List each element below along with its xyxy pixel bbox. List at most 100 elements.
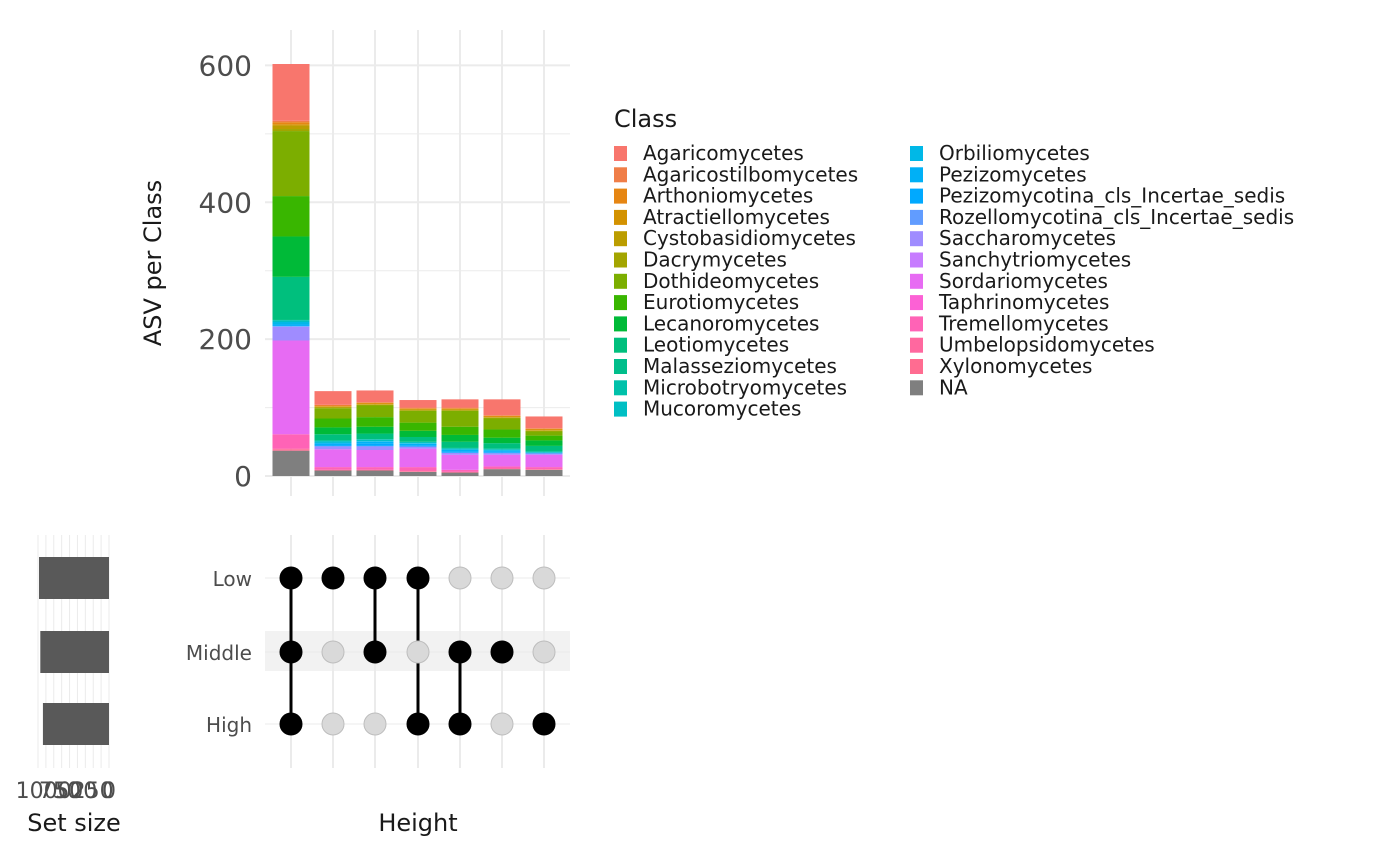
bar-segment	[525, 440, 563, 446]
legend-swatch	[910, 337, 923, 353]
bar-segment	[314, 406, 352, 408]
bar-segment	[483, 415, 521, 416]
bar-segment	[483, 417, 521, 419]
bar-segment	[441, 472, 479, 476]
set-size-bar	[40, 631, 109, 673]
legend-swatch	[614, 295, 627, 311]
legend-entry: Agaricomycetes	[643, 141, 804, 165]
bar-segment	[314, 406, 352, 407]
bar-segment	[441, 449, 479, 450]
bar-segment	[441, 410, 479, 427]
bar-segment	[314, 407, 352, 409]
y-tick-label: 600	[199, 49, 252, 82]
bar-segment	[483, 453, 521, 455]
bar-segment	[399, 446, 437, 449]
bar-segment	[441, 451, 479, 453]
set-label: High	[206, 713, 252, 737]
bar-segment	[525, 430, 563, 431]
bar-segment	[525, 467, 563, 470]
set-label: Low	[213, 567, 252, 591]
bar-segment	[272, 64, 310, 121]
legend-entry: Dacrymycetes	[643, 248, 787, 272]
bar-segment	[483, 437, 521, 444]
bar-segment	[272, 325, 310, 327]
matrix-dot-active	[532, 712, 556, 736]
legend-swatch	[910, 252, 923, 268]
bar-segment	[399, 410, 437, 411]
bar-segment	[272, 449, 310, 451]
bar-segment	[399, 471, 437, 476]
bar-segment	[356, 439, 394, 440]
bar-segment	[356, 402, 394, 403]
bar-segment	[441, 434, 479, 442]
bar-segment	[525, 452, 563, 453]
bar-segment	[356, 426, 394, 434]
bar-segment	[314, 404, 352, 406]
bar-segment	[483, 418, 521, 430]
bar-segment	[399, 407, 437, 409]
legend-swatch	[910, 209, 923, 225]
legend-entry: NA	[939, 375, 968, 399]
bar-segment	[399, 409, 437, 411]
bar-segment	[441, 408, 479, 409]
legend-swatch	[614, 273, 627, 289]
bar-segment	[314, 449, 352, 468]
bar-segment	[272, 434, 310, 449]
bar-segment	[399, 422, 437, 431]
y-axis-ticks: 0 200 400 600	[199, 49, 252, 493]
bar-segment	[314, 441, 352, 443]
bar-segment	[356, 445, 394, 447]
bar-segment	[272, 131, 310, 197]
legend-swatch	[910, 295, 923, 311]
bar-segment	[356, 441, 394, 442]
bar-segment	[525, 428, 563, 429]
matrix-dot-active	[279, 566, 303, 590]
bar-segment	[399, 408, 437, 410]
matrix-dot-inactive	[406, 640, 430, 664]
bar-segment	[525, 445, 563, 452]
matrix-dot-active	[279, 712, 303, 736]
bar-segment	[441, 399, 479, 408]
legend-entry: Pezizomycotina_cls_Incertae_sedis	[939, 184, 1285, 208]
bar-segment	[399, 471, 437, 472]
bar-segment	[441, 426, 479, 435]
bar-segment	[441, 409, 479, 411]
bar-segment	[314, 470, 352, 476]
legend-entry: Sordariomycetes	[939, 269, 1108, 293]
bar-segment	[314, 443, 352, 445]
legend-entry: Xylonomycetes	[939, 354, 1092, 378]
legend-swatch	[614, 146, 627, 161]
bar-segment	[483, 449, 521, 451]
bar-segment	[483, 468, 521, 470]
legend-entry: Pezizomycetes	[939, 162, 1087, 186]
legend-swatch	[614, 359, 627, 374]
set-size-tick-label: 500	[55, 779, 97, 804]
bar-segment	[272, 448, 310, 450]
bar-segment	[441, 407, 479, 409]
bar-segment	[483, 452, 521, 454]
bar-segment	[399, 441, 437, 443]
bar-segment	[272, 326, 310, 327]
bar-segment	[272, 122, 310, 125]
bar-segment	[356, 469, 394, 471]
bar-segment	[399, 445, 437, 447]
bar-segment	[441, 452, 479, 455]
bar-segment	[356, 390, 394, 403]
set-size-bar	[39, 557, 109, 599]
legend-swatch	[910, 316, 923, 332]
bar-segment	[272, 319, 310, 321]
matrix-dot-active	[321, 566, 345, 590]
bar-segment	[314, 405, 352, 407]
bar-segment	[441, 449, 479, 452]
set-size-tick-label: 250	[72, 779, 114, 804]
bar-segment	[483, 399, 521, 416]
bar-segment	[399, 436, 437, 442]
set-size-bars	[37, 535, 110, 768]
bar-segment	[356, 404, 394, 406]
bar-segment	[399, 408, 437, 409]
legend-swatch	[614, 209, 627, 225]
legend-title: Class	[614, 105, 677, 133]
bar-segment	[483, 416, 521, 418]
